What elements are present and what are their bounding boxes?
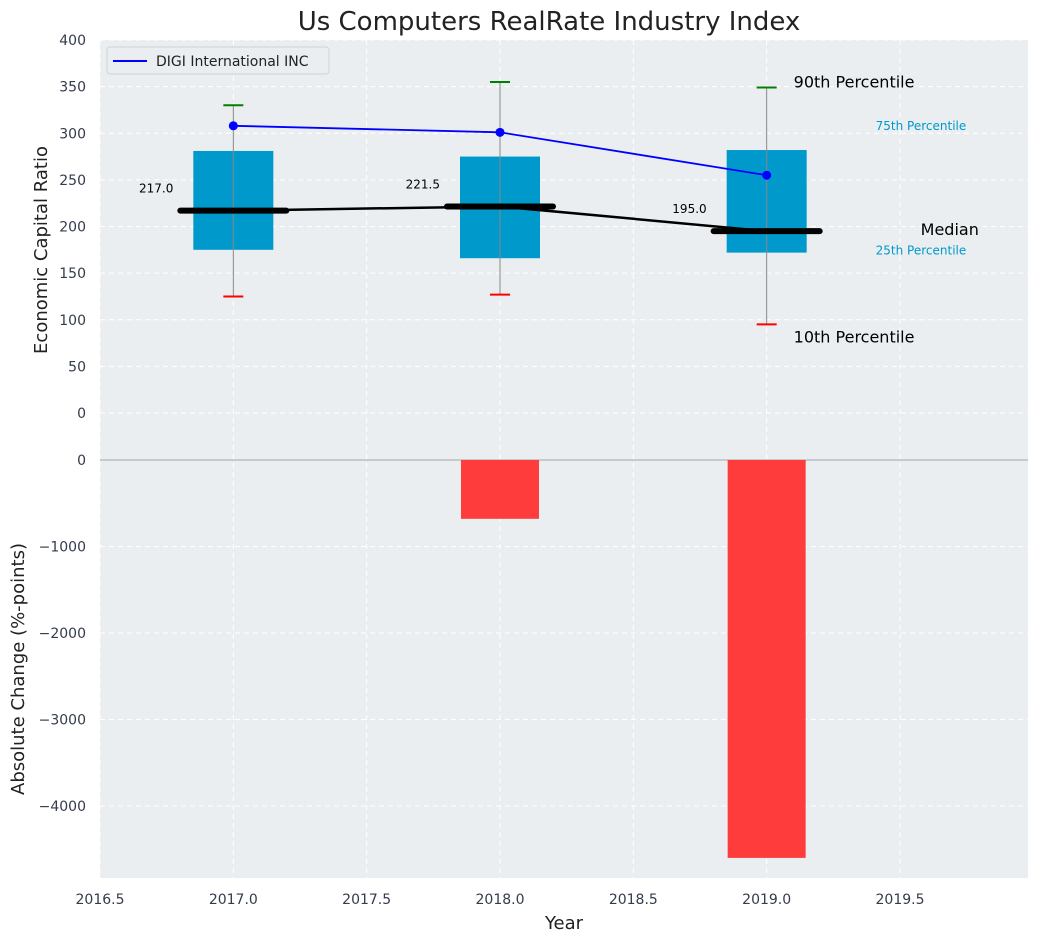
annotations: 217.0 221.5 195.0 90th Percentile 75th Perce… xyxy=(139,73,979,347)
change-bar xyxy=(727,460,806,858)
legend-box xyxy=(106,46,330,75)
grid xyxy=(99,39,1028,878)
median-value-label: 221.5 xyxy=(406,177,440,191)
x-axis-label: Year xyxy=(544,913,584,934)
x-tick-label: 2018.5 xyxy=(609,892,658,908)
y-tick-label-top: 100 xyxy=(59,313,86,329)
y-tick-label-bottom: −3000 xyxy=(39,713,86,729)
digi-series-point xyxy=(228,121,238,131)
y-tick-label-top: 300 xyxy=(59,126,86,142)
legend: DIGI International INC xyxy=(106,46,330,75)
digi-series-point xyxy=(762,170,772,180)
y-tick-label-bottom: −1000 xyxy=(39,540,86,556)
annotation-p10: 10th Percentile xyxy=(794,327,915,346)
box-plot xyxy=(177,80,823,326)
annotation-p90: 90th Percentile xyxy=(794,73,915,92)
chart-title: Us Computers RealRate Industry Index xyxy=(298,7,801,37)
annotation-p75: 75th Percentile xyxy=(876,119,967,133)
x-tick-label: 2017.5 xyxy=(342,892,391,908)
x-tick-label: 2016.5 xyxy=(76,892,125,908)
median-value-label: 195.0 xyxy=(672,202,706,216)
x-tick-label: 2018.0 xyxy=(476,892,525,908)
change-bar xyxy=(461,460,539,519)
y-tick-label-top: 250 xyxy=(59,173,86,189)
y-tick-label-top: 200 xyxy=(59,220,86,236)
tick-labels: 0 50 100 150 200 250 300 350 400 0 −1000 −2000 −3000… xyxy=(39,33,925,908)
y-tick-label-top: 350 xyxy=(59,80,86,96)
y-axis-label-bottom: Absolute Change (%-points) xyxy=(8,543,29,795)
annotation-p25: 25th Percentile xyxy=(876,244,967,258)
y-tick-label-bottom: −4000 xyxy=(39,799,86,815)
x-tick-label: 2019.0 xyxy=(742,892,791,908)
median-trend-line xyxy=(233,205,767,233)
annotation-median: Median xyxy=(921,220,979,239)
digi-series-point xyxy=(495,127,505,137)
y-tick-label-bottom: 0 xyxy=(77,453,86,469)
y-tick-label-top: 400 xyxy=(59,33,86,49)
y-tick-label-top: 150 xyxy=(59,266,86,282)
legend-label: DIGI International INC xyxy=(156,54,309,70)
x-tick-label: 2017.0 xyxy=(209,892,258,908)
y-tick-label-top: 50 xyxy=(68,359,86,375)
x-tick-label: 2019.5 xyxy=(876,892,925,908)
median-value-label: 217.0 xyxy=(139,182,173,196)
y-axis-label-top: Economic Capital Ratio xyxy=(31,146,52,354)
y-tick-label-top: 0 xyxy=(77,406,86,422)
y-tick-label-bottom: −2000 xyxy=(39,626,86,642)
series-line xyxy=(228,121,772,180)
bar-chart xyxy=(461,460,806,858)
